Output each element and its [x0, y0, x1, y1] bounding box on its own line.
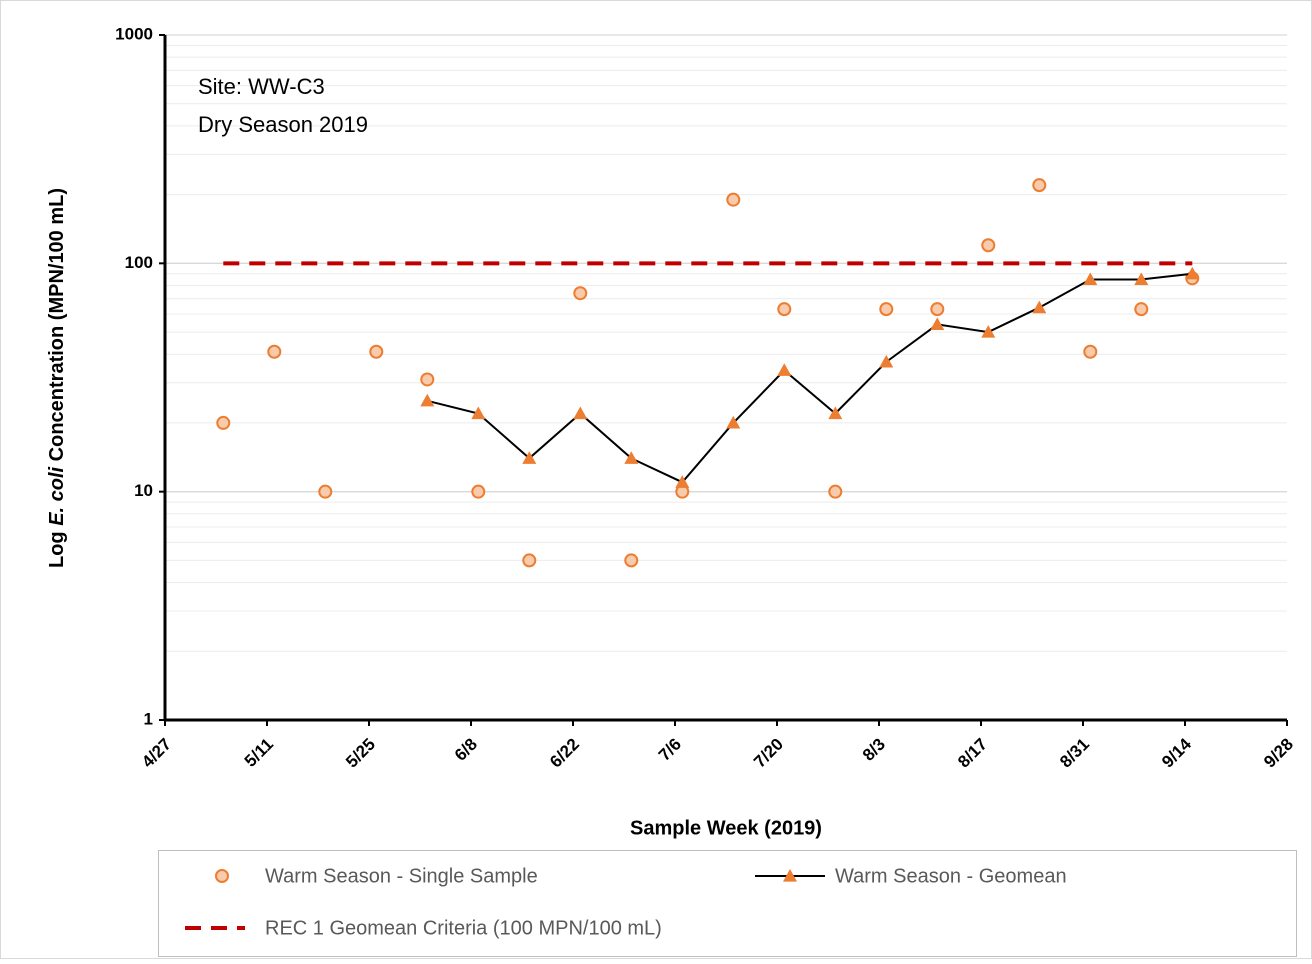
y-axis-title-part: Log [46, 526, 68, 568]
sample-point [318, 484, 333, 499]
geomean-marker [624, 451, 639, 464]
legend-label: REC 1 Geomean Criteria (100 MPN/100 mL) [265, 917, 662, 939]
y-axis-title: Log E. coli Concentration (MPN/100 mL) [46, 188, 68, 568]
sample-point [573, 286, 588, 301]
sample-point [624, 553, 639, 568]
sample-point [216, 415, 231, 430]
y-tick-label: 100 [125, 253, 153, 272]
sample-point [777, 302, 792, 317]
geomean-marker [726, 415, 741, 429]
sample-point [1083, 344, 1098, 359]
geomean-marker [777, 363, 792, 376]
annotation: Dry Season 2019 [198, 112, 368, 137]
geomean-line [427, 272, 1193, 484]
sample-point [522, 553, 537, 568]
sample-point [981, 238, 996, 253]
geomean-marker [1185, 266, 1200, 280]
sample-point [930, 302, 945, 317]
y-axis-title-part: E. coli [46, 466, 68, 525]
y-tick-label: 1000 [115, 24, 153, 43]
sample-point [1134, 302, 1149, 317]
sample-point [726, 192, 741, 207]
geomean-marker [879, 354, 894, 368]
legend-label: Warm Season - Single Sample [265, 865, 538, 887]
geomean-marker [1032, 300, 1047, 314]
legend-label: Warm Season - Geomean [835, 865, 1067, 887]
sample-point [1032, 178, 1047, 193]
geomean-marker [522, 451, 537, 464]
sample-point [369, 344, 384, 359]
geomean-marker [1083, 272, 1098, 286]
sample-point [828, 484, 843, 499]
legend-swatch [215, 869, 229, 883]
sample-point [420, 372, 435, 387]
legend-box [158, 850, 1297, 957]
y-tick-label: 10 [134, 481, 153, 500]
geomean-marker [828, 406, 843, 420]
sample-point [879, 302, 894, 317]
geomean-marker [471, 406, 486, 420]
geomean-marker [573, 406, 588, 420]
annotation: Site: WW-C3 [198, 74, 325, 99]
legend-swatch [783, 869, 797, 882]
geomean-marker [420, 393, 435, 407]
geomean-marker [675, 475, 690, 488]
geomean-marker [981, 325, 996, 338]
y-axis-title-part: Concentration (MPN/100 mL) [46, 188, 68, 467]
x-axis-title: Sample Week (2019) [630, 817, 822, 839]
sample-point [267, 344, 282, 359]
geomean-marker [930, 317, 945, 331]
geomean-marker [1134, 272, 1149, 286]
sample-point [471, 484, 486, 499]
y-tick-label: 1 [144, 709, 153, 728]
